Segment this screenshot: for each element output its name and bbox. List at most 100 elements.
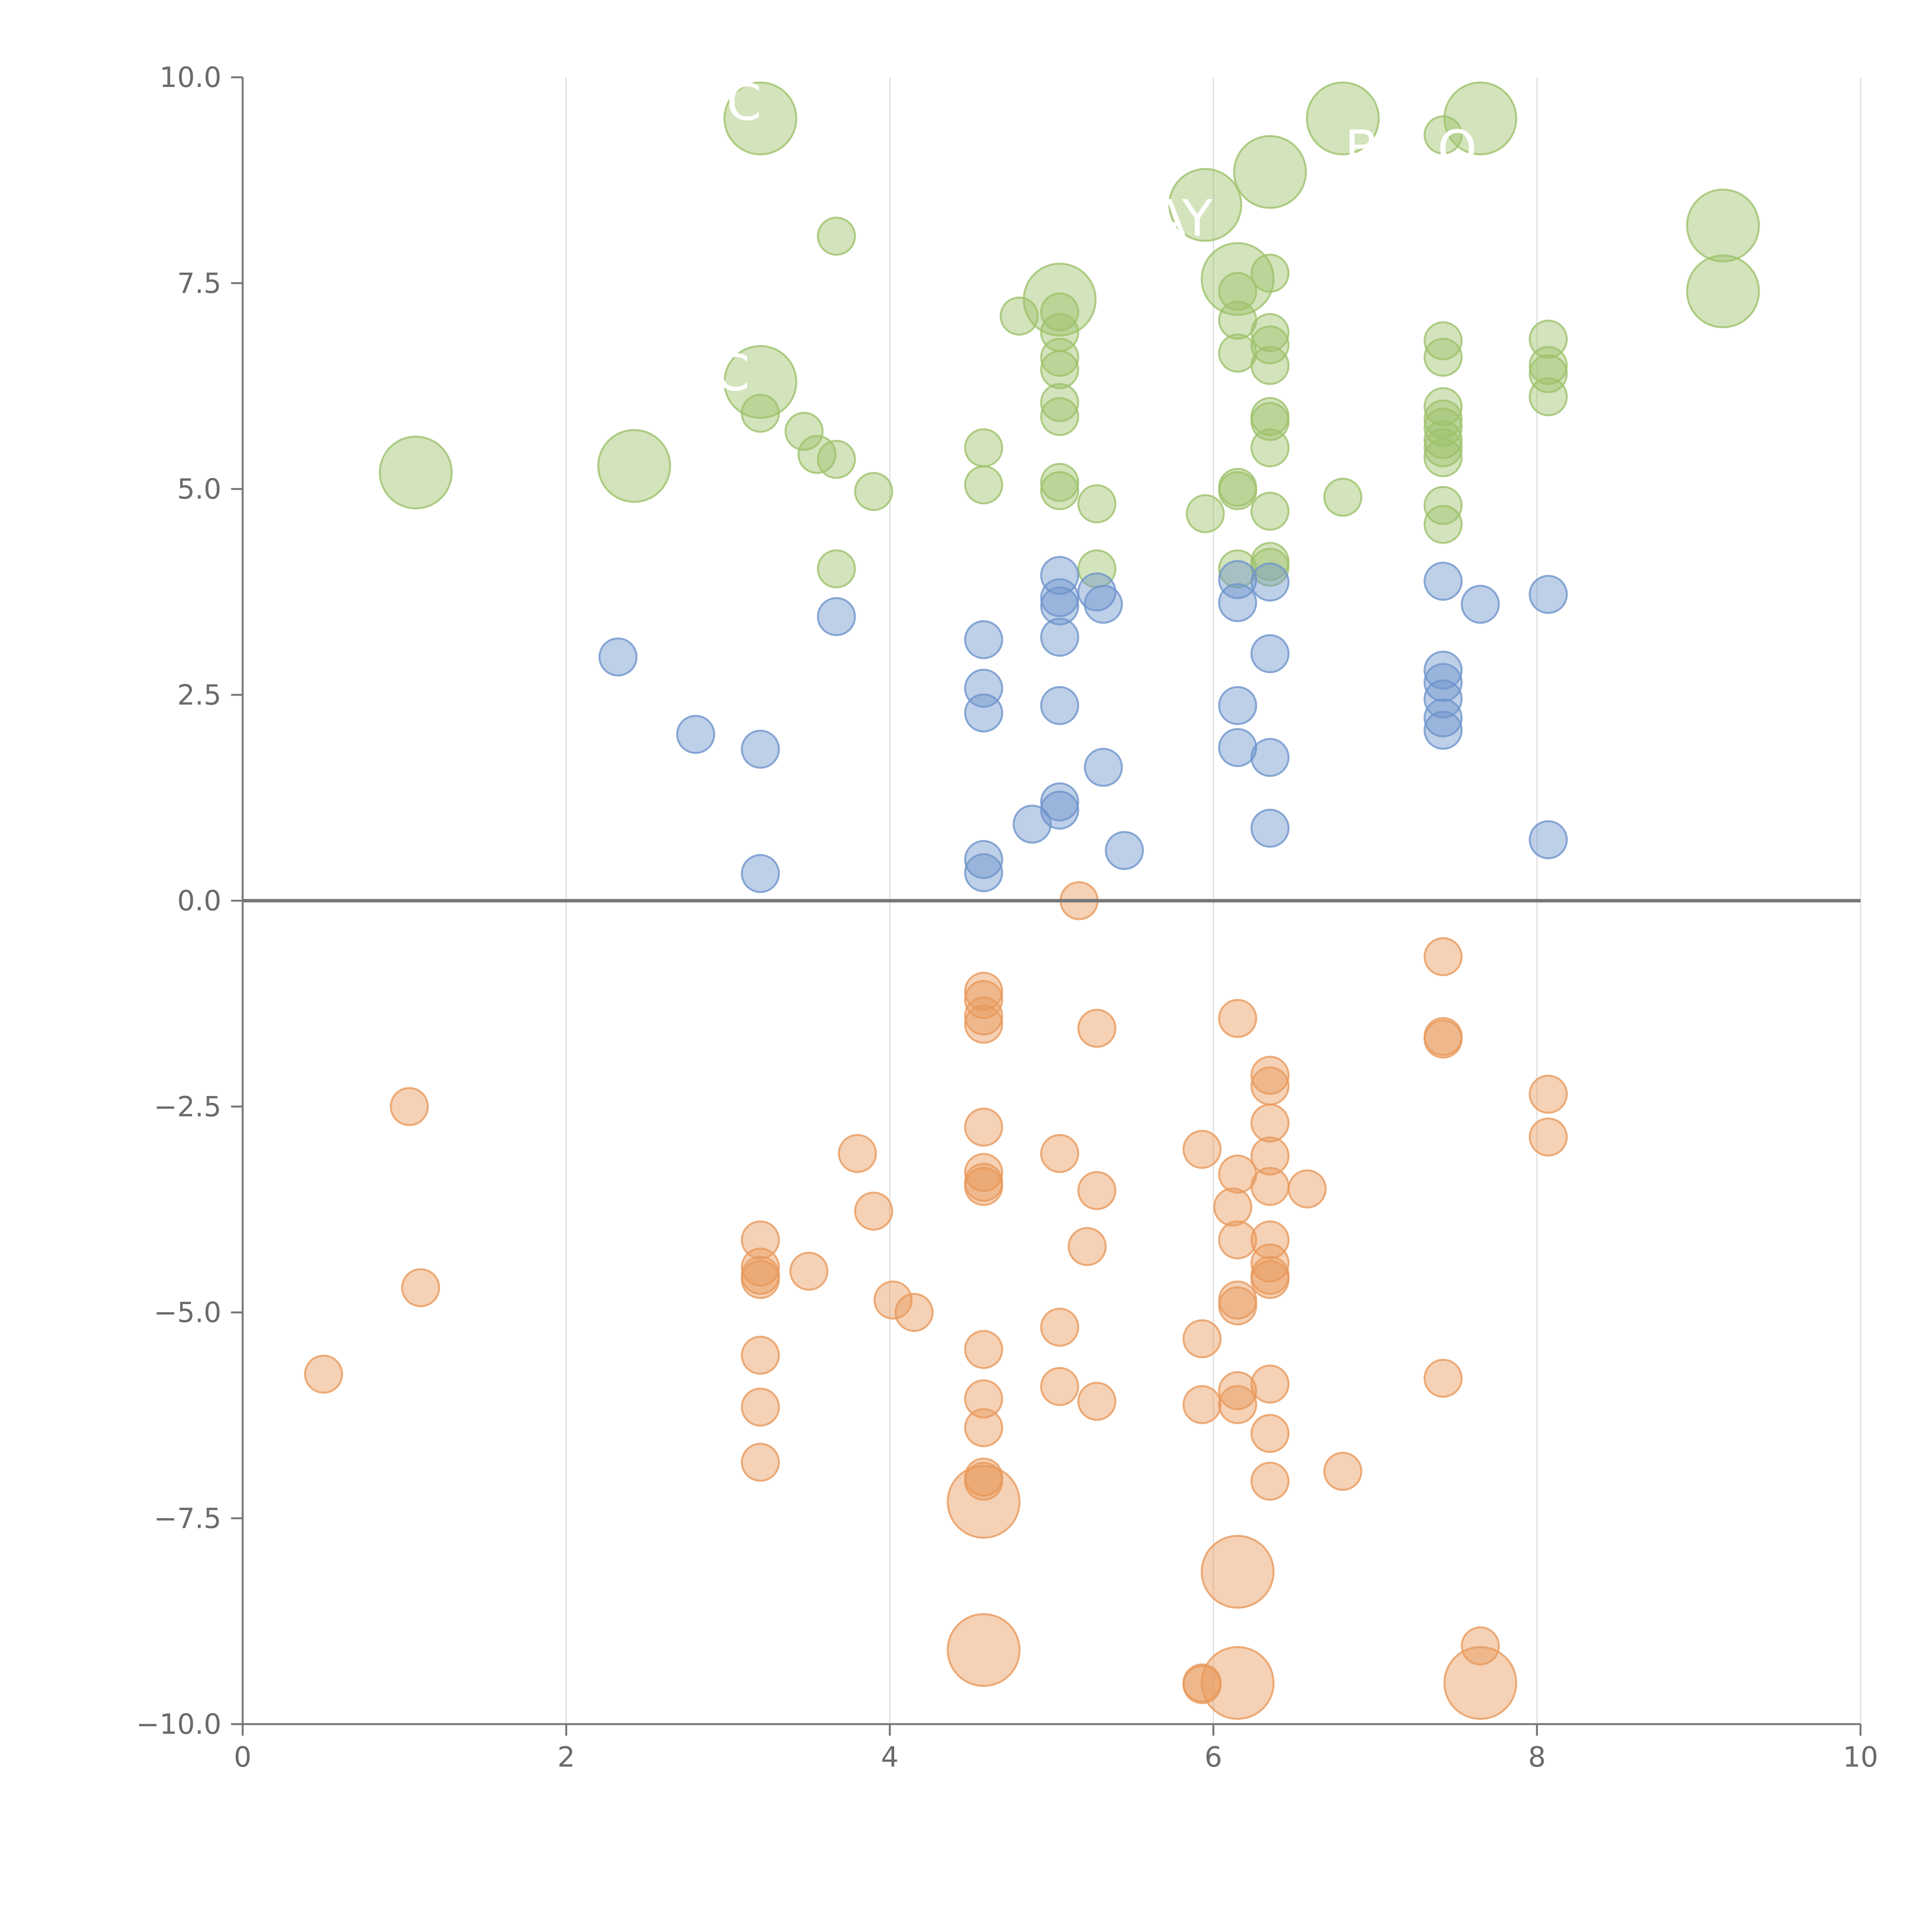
orange-data-point <box>1461 1626 1500 1666</box>
green-data-point <box>1423 399 1463 439</box>
orange-data-point <box>1250 1260 1290 1299</box>
orange-data-point <box>1077 1382 1117 1421</box>
green-data-point <box>784 412 824 451</box>
y-tick-label: −2.5 <box>154 1090 221 1123</box>
green-data-point <box>1168 168 1242 242</box>
orange-data-point <box>1250 1414 1290 1453</box>
x-tick-label: 8 <box>1528 1741 1546 1773</box>
orange-data-point <box>1182 1130 1222 1169</box>
orange-data-point <box>304 1354 343 1394</box>
green-data-point <box>1185 494 1225 533</box>
green-data-point <box>1529 346 1568 385</box>
blue-data-point <box>964 620 1003 659</box>
green-data-point <box>1423 428 1463 468</box>
orange-data-point <box>741 1220 780 1260</box>
green-data-point <box>1306 82 1380 156</box>
green-data-point <box>1423 387 1463 426</box>
blue-data-point <box>1218 728 1257 767</box>
orange-data-point <box>854 1191 893 1231</box>
blue-data-point <box>1012 804 1052 844</box>
orange-data-point <box>1040 1308 1079 1347</box>
orange-data-point <box>741 1335 780 1375</box>
green-data-point <box>1250 492 1290 531</box>
annotation-text: C <box>715 344 750 402</box>
annotation-text: AY <box>1151 189 1213 248</box>
blue-data-point <box>741 730 780 769</box>
blue-data-point <box>1423 698 1463 738</box>
annotation-text: O <box>1437 119 1477 178</box>
green-data-point <box>1040 383 1079 422</box>
blue-data-point <box>1529 575 1568 614</box>
blue-data-point <box>964 693 1003 733</box>
orange-data-point <box>873 1281 913 1320</box>
blue-data-point <box>1040 782 1079 821</box>
x-tick-label: 6 <box>1204 1741 1222 1773</box>
blue-data-point <box>817 597 856 636</box>
blue-data-point <box>1218 583 1257 622</box>
green-data-point <box>964 428 1003 468</box>
green-data-point <box>1423 505 1463 544</box>
orange-data-point <box>1287 1169 1327 1209</box>
orange-data-point <box>964 1379 1003 1418</box>
y-tick-label: −5.0 <box>154 1296 221 1329</box>
green-data-point <box>1423 115 1463 155</box>
orange-data-point <box>1077 1009 1117 1048</box>
blue-data-point <box>1218 686 1257 725</box>
green-data-point <box>1077 484 1117 524</box>
blue-data-point <box>1423 663 1463 702</box>
orange-data-point <box>1250 1243 1290 1283</box>
annotations: C AY B O C <box>715 73 1477 402</box>
blue-data-point <box>1218 560 1257 599</box>
orange-data-point <box>964 1153 1003 1192</box>
orange-data-point <box>1201 1535 1275 1609</box>
green-data-point <box>1000 296 1039 336</box>
blue-data-point <box>1040 686 1079 725</box>
y-tick-label: 10.0 <box>160 61 221 94</box>
green-data-point <box>1423 321 1463 361</box>
green-data-point <box>1250 325 1290 365</box>
x-tick-label: 4 <box>881 1741 899 1773</box>
orange-data-point <box>1250 1220 1290 1260</box>
blue-data-point <box>964 853 1003 893</box>
orange-data-point <box>1423 1359 1463 1398</box>
blue-data-point <box>1083 585 1123 624</box>
blue-data-point <box>1040 586 1079 626</box>
orange-data-point <box>1250 1364 1290 1404</box>
orange-data-point <box>1218 1371 1257 1410</box>
x-tick-label: 2 <box>557 1741 575 1773</box>
blue-data-point <box>1250 634 1290 673</box>
green-data-point <box>1529 354 1568 393</box>
y-tick-label: 0.0 <box>177 884 221 917</box>
blue-data-point <box>1083 748 1123 787</box>
green-data-point <box>741 393 780 433</box>
orange-data-point <box>964 1107 1003 1147</box>
blue-data-point <box>964 840 1003 879</box>
x-tick-label: 10 <box>1843 1741 1878 1773</box>
blue-data-point <box>741 854 780 893</box>
green-data-point <box>1423 438 1463 478</box>
green-data-point <box>1529 377 1568 417</box>
orange-data-point <box>741 1388 780 1427</box>
blue-data-point <box>1040 617 1079 657</box>
orange-data-point <box>1201 1646 1275 1720</box>
green-data-point <box>597 429 671 503</box>
green-data-point <box>797 435 837 474</box>
blue-data-point <box>1040 556 1079 595</box>
orange-data-point <box>895 1293 934 1332</box>
orange-data-point <box>1423 937 1463 976</box>
orange-data-point <box>1077 1171 1117 1210</box>
green-data-point <box>1250 313 1290 352</box>
green-data-point <box>1040 471 1079 510</box>
green-data-point <box>817 440 856 479</box>
green-data-point <box>379 435 453 510</box>
orange-data-point <box>1218 1286 1257 1325</box>
orange-data-point <box>1250 1056 1290 1095</box>
y-tick-label: 2.5 <box>177 679 221 711</box>
orange-data-point <box>1323 1452 1362 1491</box>
orange-data-point <box>964 1005 1003 1044</box>
blue-data-point <box>1250 738 1290 777</box>
blue-data-point <box>1461 585 1500 624</box>
blue-data-point <box>1040 578 1079 617</box>
orange-data-point <box>1040 1134 1079 1173</box>
